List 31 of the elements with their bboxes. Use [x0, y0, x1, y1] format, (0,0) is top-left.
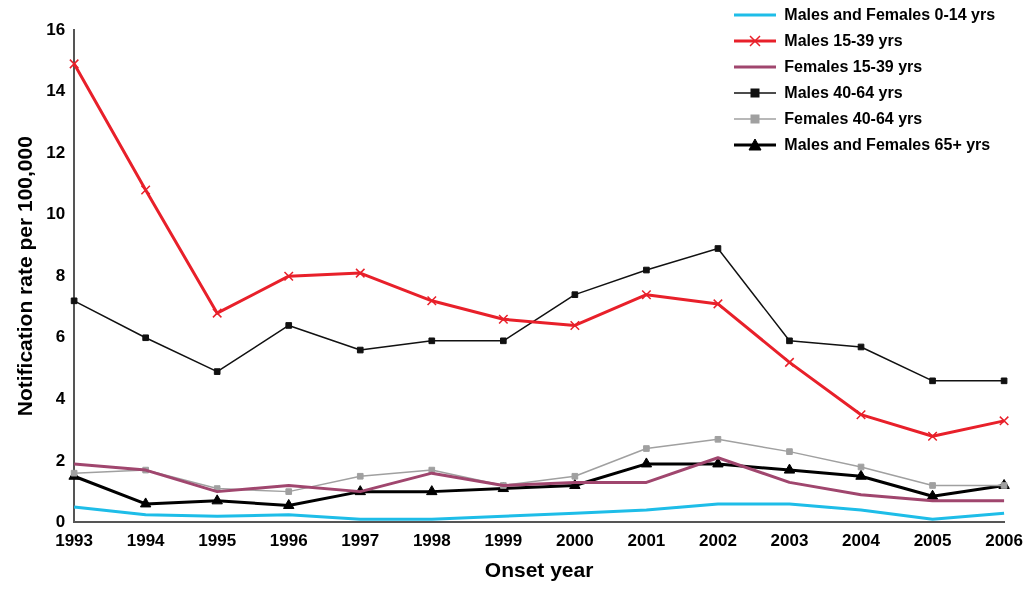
y-tick-label: 12 [46, 142, 66, 162]
y-axis-title: Notification rate per 100,000 [13, 136, 37, 417]
x-tick-label: 1994 [126, 531, 166, 551]
x-tick-label: 2000 [555, 531, 594, 551]
y-tick-label: 10 [46, 204, 66, 224]
y-tick-label: 0 [55, 512, 66, 532]
y-tick-label: 4 [55, 388, 66, 408]
x-tick-label: 2005 [913, 531, 952, 551]
legend-label: Males and Females 0-14 yrs [784, 5, 996, 25]
legend-label: Females 15-39 yrs [784, 57, 923, 77]
x-tick-label: 1997 [341, 531, 380, 551]
legend-label: Females 40-64 yrs [784, 109, 923, 129]
y-tick-label: 14 [46, 81, 66, 101]
x-tick-label: 2006 [985, 531, 1023, 551]
x-tick-label: 2002 [699, 531, 737, 551]
x-tick-label: 1993 [55, 531, 94, 551]
x-tick-label: 2003 [770, 531, 809, 551]
x-tick-label: 1996 [269, 531, 308, 551]
legend-label: Males 40-64 yrs [784, 83, 903, 103]
x-tick-label: 2001 [627, 531, 666, 551]
x-tick-label: 2004 [842, 531, 881, 551]
y-tick-label: 8 [55, 265, 66, 285]
x-tick-label: 1999 [484, 531, 523, 551]
y-tick-label: 6 [55, 327, 66, 347]
legend-label: Males 15-39 yrs [784, 31, 903, 51]
y-tick-label: 16 [46, 19, 66, 39]
x-tick-label: 1995 [198, 531, 237, 551]
legend-label: Males and Females 65+ yrs [784, 135, 991, 155]
x-axis-title: Onset year [484, 558, 594, 582]
y-tick-label: 2 [55, 450, 66, 470]
x-tick-label: 1998 [412, 531, 451, 551]
